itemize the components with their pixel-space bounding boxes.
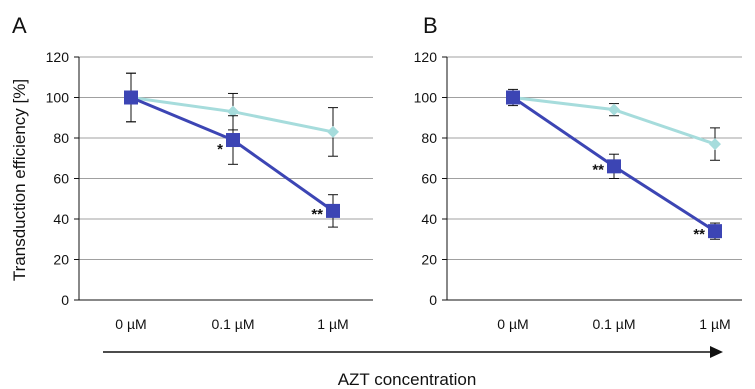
panel-label: A <box>12 13 27 38</box>
significance-label: ** <box>311 206 323 223</box>
data-point <box>608 103 620 116</box>
x-axis-arrow <box>103 346 723 358</box>
y-tick-label: 20 <box>53 252 69 268</box>
chart-panel-b: B 0 20 40 60 80 100 120 0 µM 0.1 µM 1 µM ** ** <box>414 13 742 332</box>
y-tick-label: 120 <box>414 49 438 65</box>
x-tick-label: 0.1 µM <box>592 316 635 332</box>
data-point <box>708 224 722 239</box>
significance-label: * <box>217 141 223 158</box>
series-dark: *** <box>124 72 340 228</box>
data-point <box>709 138 721 151</box>
data-point <box>327 125 339 138</box>
y-tick-label: 80 <box>421 130 437 146</box>
significance-label: ** <box>592 161 604 178</box>
data-point <box>124 90 138 105</box>
x-tick-label: 0 µM <box>115 316 146 332</box>
x-tick-label: 0.1 µM <box>211 316 254 332</box>
data-point <box>227 105 239 118</box>
y-tick-label: 40 <box>53 211 69 227</box>
y-tick-label: 60 <box>421 171 437 187</box>
x-tick-label: 1 µM <box>699 316 730 332</box>
series-light <box>507 90 721 161</box>
data-point <box>607 159 621 174</box>
y-tick-label: 20 <box>421 252 437 268</box>
y-tick-label: 0 <box>429 292 437 308</box>
series-dark: ** ** <box>506 88 722 243</box>
data-point <box>226 133 240 148</box>
y-tick-label: 80 <box>53 130 69 146</box>
y-tick-label: 100 <box>46 90 70 106</box>
data-point <box>506 90 520 105</box>
y-axis-label: Transduction efficiency [%] <box>10 79 29 281</box>
y-tick-label: 60 <box>53 171 69 187</box>
y-tick-label: 40 <box>421 211 437 227</box>
y-tick-label: 120 <box>46 49 70 65</box>
significance-label: ** <box>693 226 705 243</box>
x-tick-label: 1 µM <box>317 316 348 332</box>
data-point <box>326 203 340 218</box>
panel-label: B <box>423 13 438 38</box>
x-axis-label: AZT concentration <box>338 370 477 389</box>
y-tick-label: 100 <box>414 90 438 106</box>
x-tick-label: 0 µM <box>497 316 528 332</box>
y-tick-label: 0 <box>61 292 69 308</box>
